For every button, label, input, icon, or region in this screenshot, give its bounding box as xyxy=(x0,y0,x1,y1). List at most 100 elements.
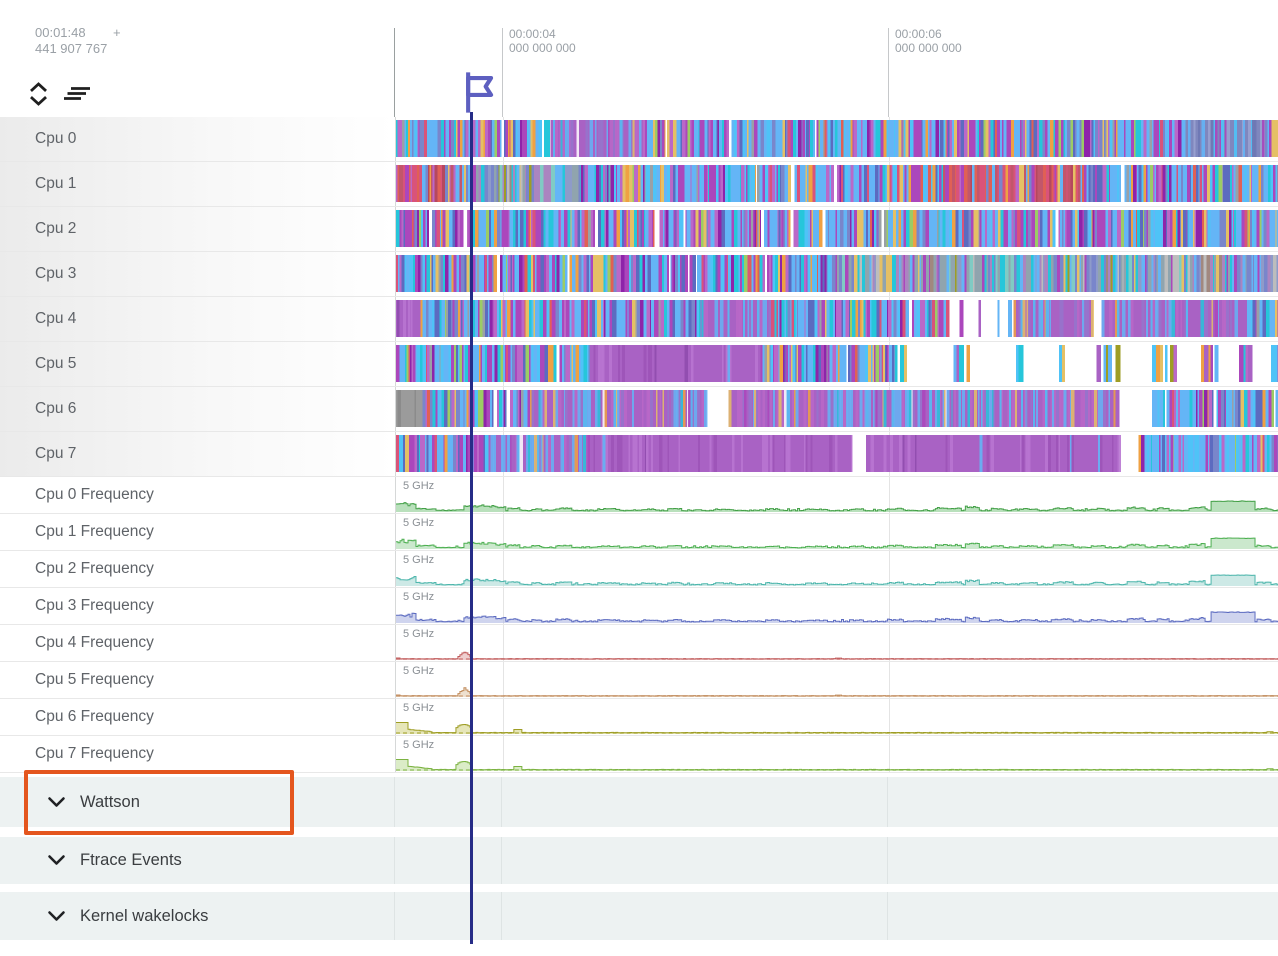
gridline-vertical xyxy=(887,837,888,884)
cpu-track-lane[interactable] xyxy=(395,252,1278,296)
gridline-vertical xyxy=(503,588,504,624)
track-name-label: Cpu 4 xyxy=(35,310,77,327)
track-name-cell-cpu-6[interactable]: Cpu 6 xyxy=(0,387,395,431)
cpu-track-row: Cpu 1 xyxy=(0,162,1278,207)
frequency-track-lane[interactable]: 5 GHz xyxy=(395,699,1278,735)
sort-tracks-button[interactable] xyxy=(60,83,94,105)
track-name-cell-cpu-0-frequency[interactable]: Cpu 0 Frequency xyxy=(0,477,395,513)
cpu-track-lane[interactable] xyxy=(395,387,1278,431)
ruler-tick-time: 00:00:04 xyxy=(509,27,556,41)
track-shell-boundary-line xyxy=(394,28,395,117)
track-name-cell-cpu-2-frequency[interactable]: Cpu 2 Frequency xyxy=(0,551,395,587)
viewport-start-nanoseconds: 441 907 767 xyxy=(35,41,108,56)
frequency-area-chart xyxy=(396,574,1278,586)
cpu-track-lane[interactable] xyxy=(395,117,1278,161)
track-name-cell-cpu-2[interactable]: Cpu 2 xyxy=(0,207,395,251)
track-name-cell-cpu-6-frequency[interactable]: Cpu 6 Frequency xyxy=(0,699,395,735)
gridline-vertical xyxy=(889,551,890,587)
frequency-track-lane[interactable]: 5 GHz xyxy=(395,625,1278,661)
cpu-track-lane[interactable] xyxy=(395,162,1278,206)
track-name-label: Cpu 4 Frequency xyxy=(35,634,154,651)
track-name-cell-cpu-5-frequency[interactable]: Cpu 5 Frequency xyxy=(0,662,395,698)
gridline-vertical xyxy=(887,892,888,940)
track-name-cell-cpu-7-frequency[interactable]: Cpu 7 Frequency xyxy=(0,736,395,772)
track-name-cell-cpu-7[interactable]: Cpu 7 xyxy=(0,432,395,476)
gridline-vertical xyxy=(394,892,395,940)
cpu-frequency-track-row: Cpu 7 Frequency 5 GHz xyxy=(0,736,1278,773)
frequency-track-lane[interactable]: 5 GHz xyxy=(395,588,1278,624)
frequency-scale-label: 5 GHz xyxy=(403,554,435,566)
cpu-track-row: Cpu 3 xyxy=(0,252,1278,297)
expand-collapse-tracks-button[interactable] xyxy=(26,80,51,108)
track-name-label: Cpu 6 xyxy=(35,400,77,417)
section-row-wattson[interactable]: Wattson xyxy=(0,777,1278,827)
gridline-vertical xyxy=(503,736,504,772)
cpu-track-row: Cpu 2 xyxy=(0,207,1278,252)
cpu-track-lane[interactable] xyxy=(395,297,1278,341)
cpu-track-row: Cpu 4 xyxy=(0,297,1278,342)
gridline-vertical xyxy=(889,477,890,513)
track-name-label: Cpu 7 xyxy=(35,445,77,462)
chevron-down-icon xyxy=(48,855,65,865)
track-name-cell-cpu-5[interactable]: Cpu 5 xyxy=(0,342,395,386)
section-label: Wattson xyxy=(80,792,140,811)
viewport-start-time: 00:01:48 xyxy=(35,25,86,40)
timeline-header: 00:01:48 + 441 907 767 00:00:04 000 000 0… xyxy=(0,0,1278,117)
track-name-label: Cpu 6 Frequency xyxy=(35,708,154,725)
track-name-cell-cpu-1-frequency[interactable]: Cpu 1 Frequency xyxy=(0,514,395,550)
track-name-cell-cpu-4[interactable]: Cpu 4 xyxy=(0,297,395,341)
collapse-ftrace-events-button[interactable] xyxy=(47,854,66,867)
gridline-vertical xyxy=(503,551,504,587)
cpu-frequency-track-row: Cpu 4 Frequency 5 GHz xyxy=(0,625,1278,662)
cpu-activity-bars xyxy=(396,255,1278,292)
collapse-wattson-button[interactable] xyxy=(47,796,66,809)
cpu-activity-bars xyxy=(396,435,1278,472)
frequency-track-lane[interactable]: 5 GHz xyxy=(395,736,1278,772)
frequency-track-lane[interactable]: 5 GHz xyxy=(395,662,1278,698)
chevron-down-icon xyxy=(48,910,65,921)
frequency-track-lane[interactable]: 5 GHz xyxy=(395,477,1278,513)
ruler-tick-ns: 000 000 000 xyxy=(895,41,962,55)
gridline-vertical xyxy=(889,514,890,550)
track-name-cell-cpu-1[interactable]: Cpu 1 xyxy=(0,162,395,206)
cpu-activity-bars xyxy=(396,120,1278,157)
gridline-vertical xyxy=(501,837,502,884)
track-name-cell-cpu-3[interactable]: Cpu 3 xyxy=(0,252,395,296)
cpu-activity-bars xyxy=(396,210,1278,247)
cpu-track-lane[interactable] xyxy=(395,207,1278,251)
track-name-label: Cpu 2 xyxy=(35,220,77,237)
gridline-vertical xyxy=(889,662,890,698)
track-name-cell-cpu-0[interactable]: Cpu 0 xyxy=(0,117,395,161)
cpu-track-lane[interactable] xyxy=(395,342,1278,386)
track-name-cell-cpu-3-frequency[interactable]: Cpu 3 Frequency xyxy=(0,588,395,624)
frequency-area-chart xyxy=(396,611,1278,623)
track-name-label: Cpu 0 Frequency xyxy=(35,486,154,503)
cpu-frequency-track-row: Cpu 0 Frequency 5 GHz xyxy=(0,477,1278,514)
gridline-vertical xyxy=(501,777,502,827)
cpu-track-lane[interactable] xyxy=(395,432,1278,476)
frequency-scale-label: 5 GHz xyxy=(403,480,435,492)
track-name-label: Cpu 3 xyxy=(35,265,77,282)
collapse-kernel-wakelocks-button[interactable] xyxy=(47,910,66,923)
gridline-vertical xyxy=(503,625,504,661)
gridline-vertical xyxy=(503,699,504,735)
track-name-cell-cpu-4-frequency[interactable]: Cpu 4 Frequency xyxy=(0,625,395,661)
frequency-scale-label: 5 GHz xyxy=(403,591,435,603)
section-row-ftrace-events[interactable]: Ftrace Events xyxy=(0,837,1278,884)
section-row-kernel-wakelocks[interactable]: Kernel wakelocks xyxy=(0,892,1278,940)
flag-marker-button[interactable] xyxy=(462,72,496,113)
track-name-label: Cpu 5 Frequency xyxy=(35,671,154,688)
cpu-activity-bars xyxy=(396,165,1278,202)
frequency-track-lane[interactable]: 5 GHz xyxy=(395,551,1278,587)
ruler-tick-ns: 000 000 000 xyxy=(509,41,576,55)
cpu-frequency-track-row: Cpu 3 Frequency 5 GHz xyxy=(0,588,1278,625)
cpu-track-row: Cpu 6 xyxy=(0,387,1278,432)
gridline-vertical xyxy=(501,892,502,940)
frequency-track-lane[interactable]: 5 GHz xyxy=(395,514,1278,550)
gridline-vertical xyxy=(503,477,504,513)
section-label: Ftrace Events xyxy=(80,851,182,869)
unfold-more-icon xyxy=(30,82,47,106)
frequency-area-chart xyxy=(396,500,1278,512)
frequency-scale-label: 5 GHz xyxy=(403,702,435,714)
cpu-track-row: Cpu 0 xyxy=(0,117,1278,162)
